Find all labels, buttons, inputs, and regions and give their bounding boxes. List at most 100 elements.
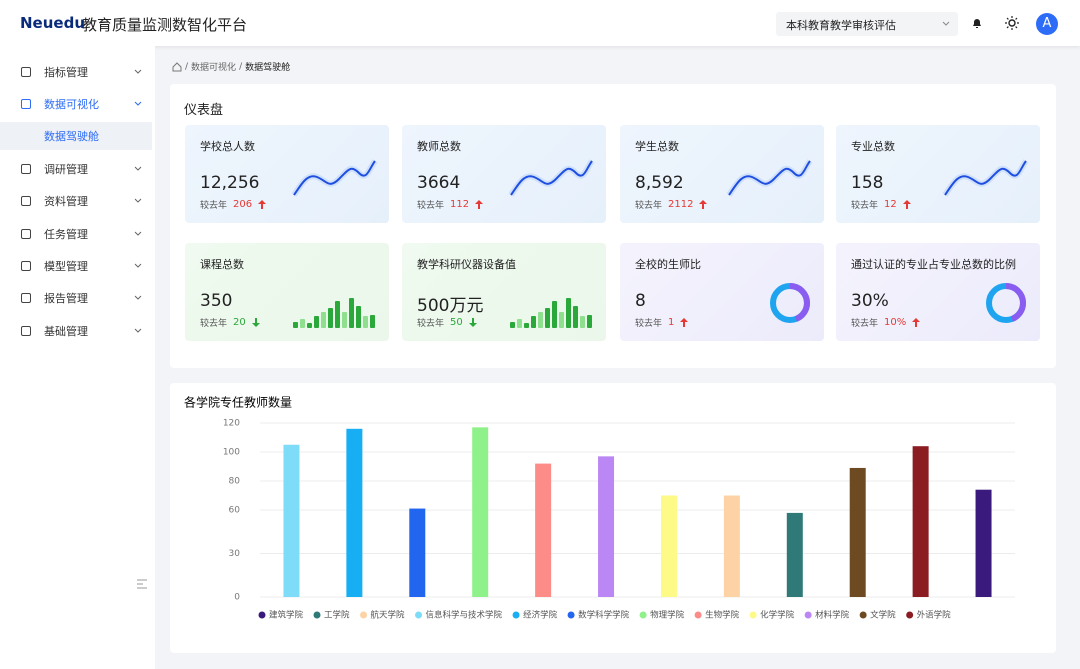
bar bbox=[660, 495, 677, 597]
legend-swatch bbox=[313, 611, 321, 619]
mini-bar bbox=[580, 316, 585, 328]
select-text: 本科教育教学审核评估 bbox=[786, 19, 896, 32]
card-compare: 较去年 20 bbox=[200, 316, 260, 329]
legend-label: 材料学院 bbox=[815, 610, 850, 621]
menu-icon bbox=[21, 229, 31, 239]
card-value: 30% bbox=[851, 291, 889, 311]
menu-label: 资料管理 bbox=[44, 195, 88, 208]
theme-icon[interactable] bbox=[1005, 16, 1019, 30]
chevron bbox=[942, 21, 950, 26]
mini-bar bbox=[573, 306, 578, 328]
legend-swatch bbox=[906, 611, 914, 619]
icon-shape bbox=[21, 164, 31, 174]
chart-panel: 各学院专任教师数量 0 30 60 80 100 120 建筑学院 工学院 航天学院 信息科学与技… bbox=[170, 383, 1056, 653]
mini-bar bbox=[356, 306, 361, 328]
collapse-icon[interactable] bbox=[136, 578, 148, 590]
mini-bar bbox=[566, 298, 571, 328]
menu-item[interactable]: 数据可视化 bbox=[0, 90, 152, 118]
menu-item[interactable]: 指标管理 bbox=[0, 58, 152, 86]
menu-item[interactable]: 基础管理 bbox=[0, 317, 152, 345]
mini-bar bbox=[342, 312, 347, 328]
menu-icon bbox=[21, 67, 31, 77]
chevron bbox=[134, 231, 142, 236]
arrow-shape bbox=[699, 200, 708, 209]
trend-arrow bbox=[251, 318, 260, 327]
chevron-path bbox=[134, 69, 142, 74]
card-title: 课程总数 bbox=[200, 258, 244, 271]
menu-label: 调研管理 bbox=[44, 163, 88, 176]
menu-item[interactable]: 任务管理 bbox=[0, 220, 152, 248]
legend-swatch bbox=[415, 611, 423, 619]
menu-icon bbox=[21, 293, 31, 303]
legend-label: 外语学院 bbox=[917, 610, 952, 621]
trend-arrow bbox=[680, 318, 689, 327]
menu-icon bbox=[21, 99, 31, 109]
card-value: 350 bbox=[200, 291, 233, 311]
card-graphic bbox=[510, 298, 592, 328]
breadcrumb: / 数据可视化 / 数据驾驶舱 bbox=[172, 60, 290, 73]
chart: 各学院专任教师数量 0 30 60 80 100 120 建筑学院 工学院 航天学院 信息科学与技… bbox=[184, 395, 1015, 621]
stat-card: 教学科研仪器设备值 500万元 较去年 50 bbox=[402, 243, 606, 341]
mini-bar bbox=[524, 323, 529, 328]
compare-label: 较去年 bbox=[851, 319, 879, 329]
card-graphic bbox=[291, 159, 378, 197]
card-value: 500万元 bbox=[417, 296, 484, 316]
legend-label: 工学院 bbox=[324, 610, 350, 621]
icon-shape bbox=[21, 293, 31, 303]
compare-label: 较去年 bbox=[635, 319, 663, 329]
sparkline bbox=[944, 160, 1027, 196]
chevron bbox=[134, 263, 142, 268]
avatar[interactable]: A bbox=[1036, 13, 1058, 35]
card-compare: 较去年 12 bbox=[851, 198, 911, 211]
menu-item[interactable]: 报告管理 bbox=[0, 284, 152, 312]
donut-segment bbox=[1005, 283, 1027, 322]
mini-bar bbox=[587, 315, 592, 328]
bar bbox=[849, 467, 866, 597]
menu-label: 基础管理 bbox=[44, 325, 88, 338]
menu-icon bbox=[21, 196, 31, 206]
menu-label: 数据可视化 bbox=[44, 98, 99, 111]
logo: Neuedu bbox=[20, 14, 85, 32]
chevron-path bbox=[134, 166, 142, 171]
legend-label: 生物学院 bbox=[705, 610, 740, 621]
compare-label: 较去年 bbox=[417, 201, 445, 211]
change-value: 2112 bbox=[668, 199, 694, 210]
card-graphic bbox=[770, 283, 811, 323]
menu-item[interactable]: 模型管理 bbox=[0, 252, 152, 280]
legend-label: 物理学院 bbox=[650, 610, 685, 621]
stat-card: 学生总数 8,592 较去年 2112 bbox=[620, 125, 824, 223]
y-tick-label: 120 bbox=[223, 419, 240, 429]
legend-swatch bbox=[639, 611, 647, 619]
chevron-path bbox=[134, 263, 142, 268]
icon-shape bbox=[21, 229, 31, 239]
bell-icon[interactable] bbox=[971, 17, 983, 29]
home-icon[interactable] bbox=[172, 61, 182, 72]
crumb[interactable]: 数据可视化 bbox=[191, 63, 237, 73]
compare-label: 较去年 bbox=[417, 319, 445, 329]
mini-bar bbox=[510, 322, 515, 328]
menu-label: 任务管理 bbox=[44, 228, 88, 241]
card-title: 教学科研仪器设备值 bbox=[417, 258, 516, 271]
submenu-item[interactable]: 数据驾驶舱 bbox=[0, 122, 152, 150]
select[interactable]: 本科教育教学审核评估 bbox=[776, 12, 958, 36]
chevron-path bbox=[134, 231, 142, 236]
menu-label: 指标管理 bbox=[44, 66, 88, 79]
bar bbox=[409, 508, 426, 597]
y-tick-label: 0 bbox=[234, 593, 240, 603]
mini-bar bbox=[538, 312, 543, 328]
legend-label: 航天学院 bbox=[371, 610, 406, 621]
card-graphic bbox=[293, 298, 375, 328]
chevron-path bbox=[134, 295, 142, 300]
card-graphic bbox=[942, 159, 1029, 197]
menu-item[interactable]: 调研管理 bbox=[0, 155, 152, 183]
card-compare: 较去年 112 bbox=[417, 198, 484, 211]
card-value: 12,256 bbox=[200, 173, 260, 193]
stat-card: 课程总数 350 较去年 20 bbox=[185, 243, 389, 341]
stat-card: 学校总人数 12,256 较去年 206 bbox=[185, 125, 389, 223]
menu-item[interactable]: 资料管理 bbox=[0, 187, 152, 215]
card-title: 全校的生师比 bbox=[635, 258, 701, 271]
crumb: 数据驾驶舱 bbox=[245, 63, 291, 73]
icon-shape bbox=[21, 261, 31, 271]
legend-label: 化学学院 bbox=[760, 610, 795, 621]
